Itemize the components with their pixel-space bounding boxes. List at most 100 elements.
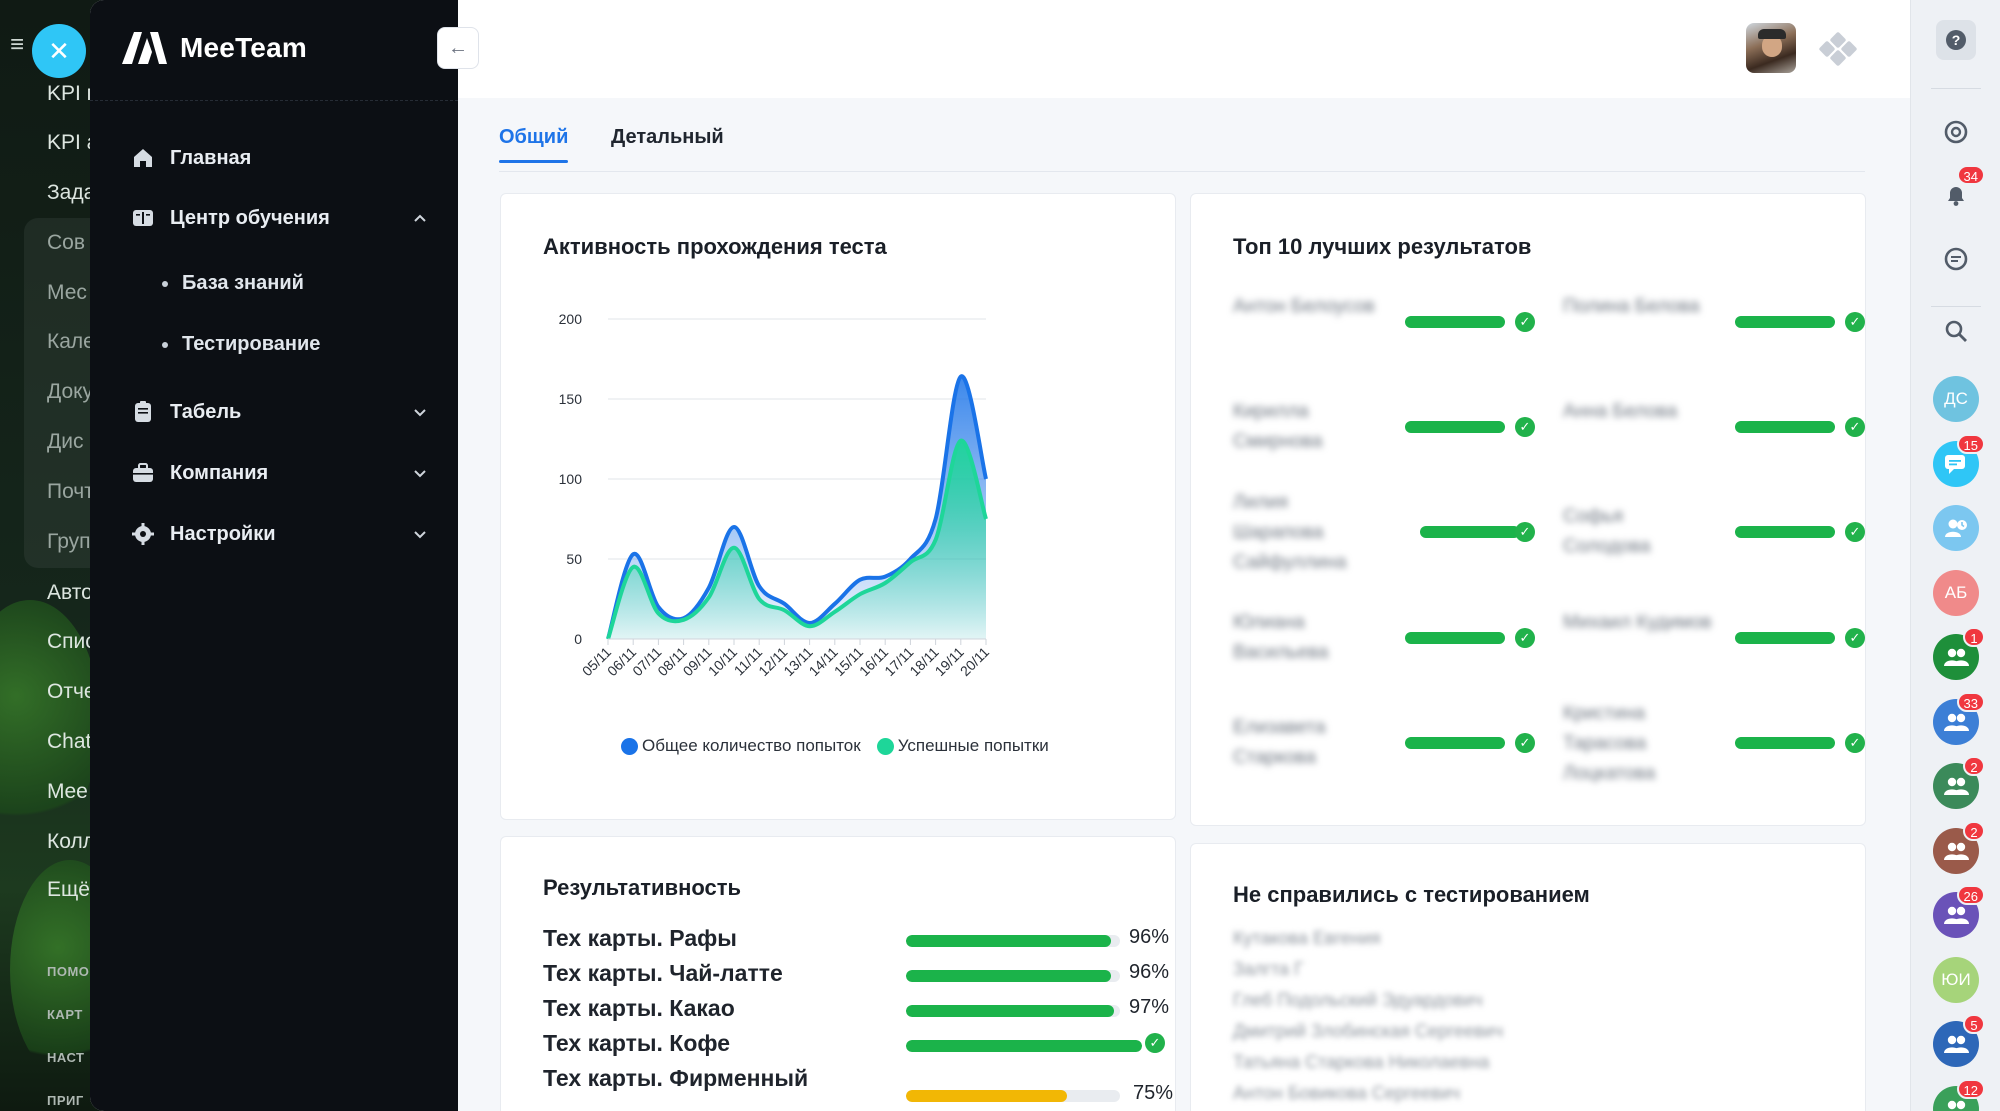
tab-general[interactable]: Общий [499,126,569,163]
check-circle-icon: ✓ [1145,1033,1165,1053]
y-tick-label: 150 [559,391,583,407]
top-result-bar [1735,421,1835,433]
failed-user-name[interactable]: Антон Бовикова Сергеевич [1233,1083,1461,1103]
top-result-entry[interactable]: Софья Солодова ✓ [1563,502,1865,592]
legend-item-total[interactable]: Общее количество попыток [621,736,861,756]
failed-user-name[interactable]: Кутакова Евгения [1233,928,1381,948]
x-tick-label: 20/11 [957,644,993,680]
chat-avatar[interactable]: 15 [1933,434,1985,487]
top-result-bar [1735,526,1835,538]
chat-avatar[interactable]: 2 [1933,821,1985,874]
sidebar-item-settings[interactable]: Настройки [130,514,430,554]
background-menu-section: ПОМО [47,964,90,979]
sync-icon [1944,120,1968,144]
notification-badge: 34 [1956,165,1985,185]
chat-icon [1943,452,1969,476]
chat-avatar[interactable]: 33 [1933,692,1985,745]
chat-avatar[interactable]: 26 [1933,885,1985,938]
top-result-bar [1405,316,1505,328]
sidebar-item-home[interactable]: Главная [130,138,430,178]
top-result-entry[interactable]: Кирилла Смирнова ✓ [1233,397,1535,487]
unread-badge: 26 [1956,885,1985,905]
failed-user-name[interactable]: Залгта Г [1233,959,1304,979]
group-icon [1942,710,1970,734]
performance-row[interactable]: Тех карты. Рафы 96% [543,925,1169,959]
check-circle-icon: ✓ [1515,417,1535,437]
top-result-entry[interactable]: Лилия Шарапова Сайфуллина ✓ [1233,492,1535,592]
top-result-name: Кристина Тарасова Лоцкатова [1563,703,1656,784]
chat-search-icon [1944,247,1968,271]
top-result-entry[interactable]: Анна Белова ✓ [1563,397,1865,487]
chat-avatar[interactable]: ЮИ [1933,957,1979,1003]
performance-row[interactable]: Тех карты. Чай-латте 96% [543,960,1169,994]
search-button[interactable] [1933,308,1979,354]
group-icon [1942,1097,1970,1111]
help-button[interactable]: ? [1936,20,1976,60]
close-slider-button[interactable]: ✕ [32,24,86,78]
chat-avatar[interactable]: 12 [1933,1079,1985,1111]
top-result-bar [1420,526,1520,538]
performance-progress-track [906,1090,1120,1102]
avatar-initials: АБ [1944,583,1968,602]
sidebar-item-label: Табель [170,400,242,423]
meeteam-logo-icon [122,32,167,64]
logo[interactable]: MeeTeam [120,30,307,66]
background-menu-item: Chat [47,730,92,753]
performance-row[interactable]: Тех карты. Фирменный 75% [543,1065,1173,1104]
performance-title: Результативность [543,875,742,900]
top-result-entry[interactable]: Антон Белоусов ✓ [1233,292,1535,382]
performance-row[interactable]: Тех карты. Какао 97% [543,995,1169,1029]
background-menu-item: Сов [47,231,86,254]
failed-user-name[interactable]: Глеб Подольский Эдуардович [1233,990,1483,1010]
unread-badge: 1 [1963,627,1985,647]
top-result-bar [1735,632,1835,644]
legend-item-success[interactable]: Успешные попытки [876,736,1049,756]
sidebar-item-learning-center[interactable]: Центр обучения [130,198,430,238]
user-clock-icon [1943,516,1969,540]
chat-avatar[interactable]: 2 [1933,756,1985,809]
failed-user-name[interactable]: Дмитрий Злобинская Сергеевич [1233,1021,1504,1041]
top-result-entry[interactable]: Кристина Тарасова Лоцкатова ✓ [1563,703,1865,803]
performance-progress-track [906,935,1120,947]
tab-detailed[interactable]: Детальный [611,126,724,148]
apps-icon[interactable] [1816,32,1860,66]
hamburger-icon[interactable]: ≡ [10,31,25,58]
chat-search-button[interactable] [1933,236,1979,282]
failed-user-name[interactable]: Татьяна Старкова Николаевна [1233,1052,1490,1072]
sidebar-item-label: Настройки [170,522,276,545]
right-rail: ? 34 ДС 15 АБ 1 33 2 2 26 ЮИ 5 12 [1910,0,2000,1111]
sidebar-subitem-knowledge-base[interactable]: База знаний [162,272,304,295]
bell-icon [1948,187,1964,206]
legend-swatch [876,737,894,755]
sidebar-item-label: Компания [170,461,269,484]
sync-button[interactable] [1933,109,1979,155]
unread-badge: 2 [1963,821,1985,841]
top-result-entry[interactable]: Полина Белова ✓ [1563,292,1865,382]
chevron-down-icon[interactable] [410,463,430,483]
top-bar [458,0,1910,98]
chat-avatar[interactable]: 1 [1933,627,1985,680]
background-menu-item: Доку [47,380,94,403]
book-icon [130,205,156,231]
sidebar-subitem-testing[interactable]: Тестирование [162,333,320,356]
chat-avatar[interactable] [1933,505,1979,551]
top-result-entry[interactable]: Елизавета Старкова ✓ [1233,713,1535,803]
chevron-down-icon[interactable] [410,524,430,544]
check-circle-icon: ✓ [1515,312,1535,332]
top-result-entry[interactable]: Юлиана Васильева ✓ [1233,608,1535,698]
background-menu-item: Mee [47,780,88,803]
collapse-sidebar-button[interactable]: ← [437,27,479,69]
chat-avatar[interactable]: АБ [1933,570,1979,616]
sidebar-item-company[interactable]: Компания [130,453,430,493]
chat-avatar[interactable]: ДС [1933,376,1979,422]
performance-row[interactable]: Тех карты. Кофе ✓ [543,1030,1165,1064]
chevron-down-icon[interactable] [410,402,430,422]
chevron-up-icon[interactable] [410,208,430,228]
activity-chart: 05010015020005/1106/1107/1108/1109/1110/… [559,311,993,680]
sidebar-item-timesheet[interactable]: Табель [130,392,430,432]
notifications-button[interactable]: 34 [1933,165,1985,218]
user-avatar[interactable] [1746,23,1796,73]
top-result-entry[interactable]: Михаил Кудимов ✓ [1563,608,1865,698]
avatar-initials: ДС [1944,389,1968,408]
chat-avatar[interactable]: 5 [1933,1014,1985,1067]
